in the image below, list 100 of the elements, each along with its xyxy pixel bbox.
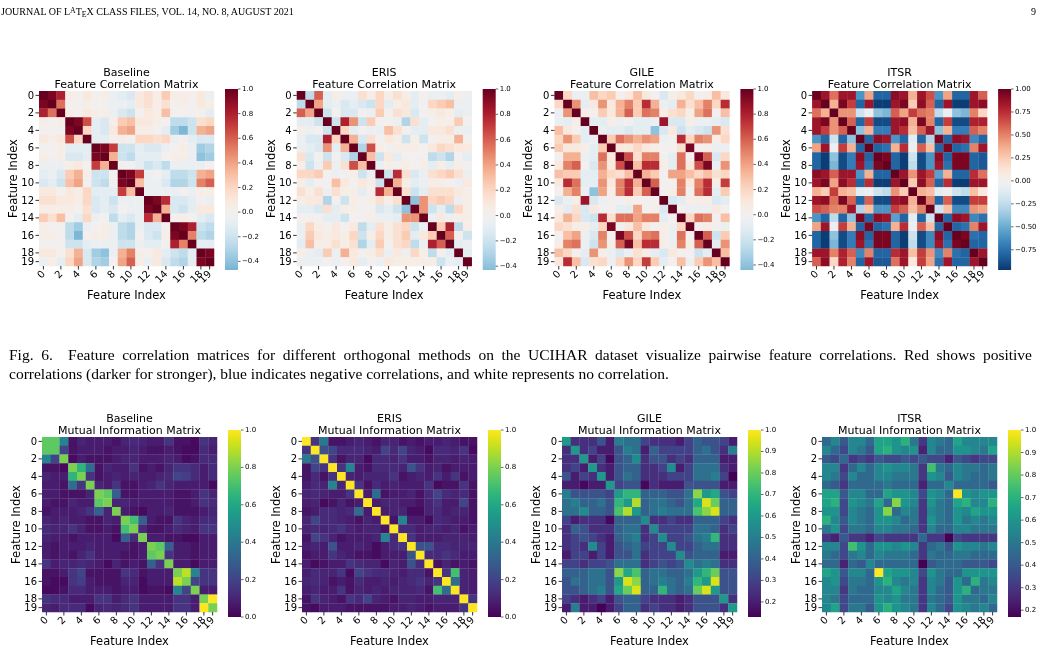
x-tick-label: 2 <box>835 614 848 627</box>
y-tick-label: 19 <box>24 602 37 614</box>
chart-title: Baseline <box>106 412 154 425</box>
chart-title: ERIS <box>371 66 397 79</box>
y-tick-label: 0 <box>550 435 557 447</box>
y-tick-label: 16 <box>284 575 297 587</box>
y-tick-label: 16 <box>278 229 292 241</box>
y-tick-label: 16 <box>544 575 557 587</box>
y-tick-label: 14 <box>794 212 808 224</box>
x-tick-label: 14 <box>935 614 953 631</box>
y-tick-label: 10 <box>794 177 808 189</box>
y-tick-label: 18 <box>536 247 550 259</box>
x-tick-label: 16 <box>173 614 191 631</box>
x-axis-title: Feature Index <box>870 634 950 648</box>
x-axis-title: Feature Index <box>610 634 690 648</box>
y-tick-label: 19 <box>21 256 34 268</box>
y-tick-label: 0 <box>810 435 817 447</box>
x-axis-title: Feature Index <box>90 634 170 648</box>
y-tick-label: 10 <box>21 177 34 189</box>
y-tick-label: 19 <box>536 256 550 268</box>
y-tick-label: 14 <box>21 212 34 224</box>
y-tick-label: 0 <box>543 89 550 101</box>
x-tick-label: 16 <box>428 268 445 285</box>
y-tick-label: 6 <box>800 142 808 154</box>
x-tick-label: 4 <box>592 614 606 627</box>
x-tick-label: 8 <box>878 268 891 281</box>
x-tick-label: 4 <box>585 268 598 281</box>
y-tick-label: 8 <box>290 505 297 517</box>
y-tick-label: 18 <box>21 247 34 259</box>
y-tick-label: 0 <box>30 435 37 447</box>
chart-subtitle: Mutual Information Matrix <box>838 424 982 437</box>
x-tick-label: 12 <box>138 614 156 631</box>
x-axis-title: Feature Index <box>87 288 167 302</box>
chart-title: Baseline <box>103 66 151 79</box>
y-tick-label: 16 <box>24 575 37 587</box>
x-tick-label: 12 <box>658 614 676 631</box>
chart-subtitle: Mutual Information Matrix <box>578 424 722 437</box>
x-tick-label: 10 <box>633 268 651 285</box>
x-tick-label: 6 <box>90 614 103 627</box>
x-tick-label: 4 <box>843 268 856 281</box>
y-axis-title: Feature Index <box>269 484 283 564</box>
x-axis-title: Feature Index <box>344 288 424 302</box>
x-tick-label: 2 <box>315 614 328 627</box>
y-tick-label: 2 <box>543 107 550 119</box>
x-tick-label: 10 <box>640 614 658 631</box>
y-tick-label: 12 <box>536 194 550 206</box>
x-tick-label: 4 <box>69 268 83 281</box>
chart-title: ITSR <box>897 412 923 425</box>
x-tick-label: 6 <box>610 614 623 627</box>
x-axis-title: Feature Index <box>602 288 682 302</box>
y-tick-label: 8 <box>550 505 557 517</box>
y-tick-label: 8 <box>800 159 808 171</box>
y-tick-label: 12 <box>278 194 292 206</box>
x-tick-label: 8 <box>887 614 901 627</box>
y-tick-label: 14 <box>24 558 37 570</box>
y-tick-label: 2 <box>800 107 808 119</box>
y-tick-label: 18 <box>278 247 292 259</box>
y-tick-label: 8 <box>543 159 550 171</box>
x-tick-label: 2 <box>55 614 68 627</box>
x-tick-label: 12 <box>135 268 153 285</box>
x-tick-label: 8 <box>104 268 118 281</box>
y-tick-label: 0 <box>27 89 34 101</box>
y-tick-label: 4 <box>550 470 557 482</box>
y-tick-label: 14 <box>536 212 550 224</box>
chart-title: ERIS <box>377 412 402 425</box>
y-tick-label: 6 <box>543 142 550 154</box>
y-tick-label: 4 <box>27 124 34 136</box>
x-tick-label: 12 <box>398 614 416 631</box>
x-tick-label: 4 <box>72 614 86 627</box>
y-tick-label: 4 <box>30 470 37 482</box>
y-tick-label: 18 <box>794 247 808 259</box>
x-tick-label: 8 <box>107 614 121 627</box>
x-tick-label: 14 <box>410 268 428 285</box>
x-tick-label: 2 <box>575 614 588 627</box>
x-tick-label: 10 <box>900 614 918 631</box>
y-tick-label: 16 <box>794 229 808 241</box>
x-tick-label: 12 <box>908 268 926 285</box>
y-axis-title: Feature Index <box>9 484 23 564</box>
x-tick-label: 16 <box>433 614 451 631</box>
y-tick-label: 12 <box>284 540 297 552</box>
y-tick-label: 2 <box>290 453 297 465</box>
chart-subtitle: Mutual Information Matrix <box>318 424 462 437</box>
y-tick-label: 4 <box>810 470 817 482</box>
y-tick-label: 8 <box>30 505 37 517</box>
y-tick-label: 10 <box>536 177 550 189</box>
y-tick-label: 18 <box>804 593 817 605</box>
y-tick-label: 19 <box>794 256 808 268</box>
x-tick-label: 2 <box>52 268 65 281</box>
y-tick-label: 4 <box>800 124 808 136</box>
y-tick-label: 12 <box>544 540 557 552</box>
y-tick-label: 8 <box>810 505 817 517</box>
y-tick-label: 19 <box>804 602 817 614</box>
x-tick-label: 6 <box>860 268 873 281</box>
x-tick-label: 14 <box>926 268 943 285</box>
x-tick-label: 16 <box>693 614 711 631</box>
y-tick-label: 16 <box>21 229 34 241</box>
y-axis-title: Feature Index <box>789 484 803 564</box>
text: JOURNAL OF L$^{A}$T$_{E}$X CLASS FILES, VOL. 14, NO. 8, AUGUST 2021 <box>1 5 294 19</box>
x-tick-label: 4 <box>332 614 346 627</box>
x-tick-label: 16 <box>685 268 703 285</box>
